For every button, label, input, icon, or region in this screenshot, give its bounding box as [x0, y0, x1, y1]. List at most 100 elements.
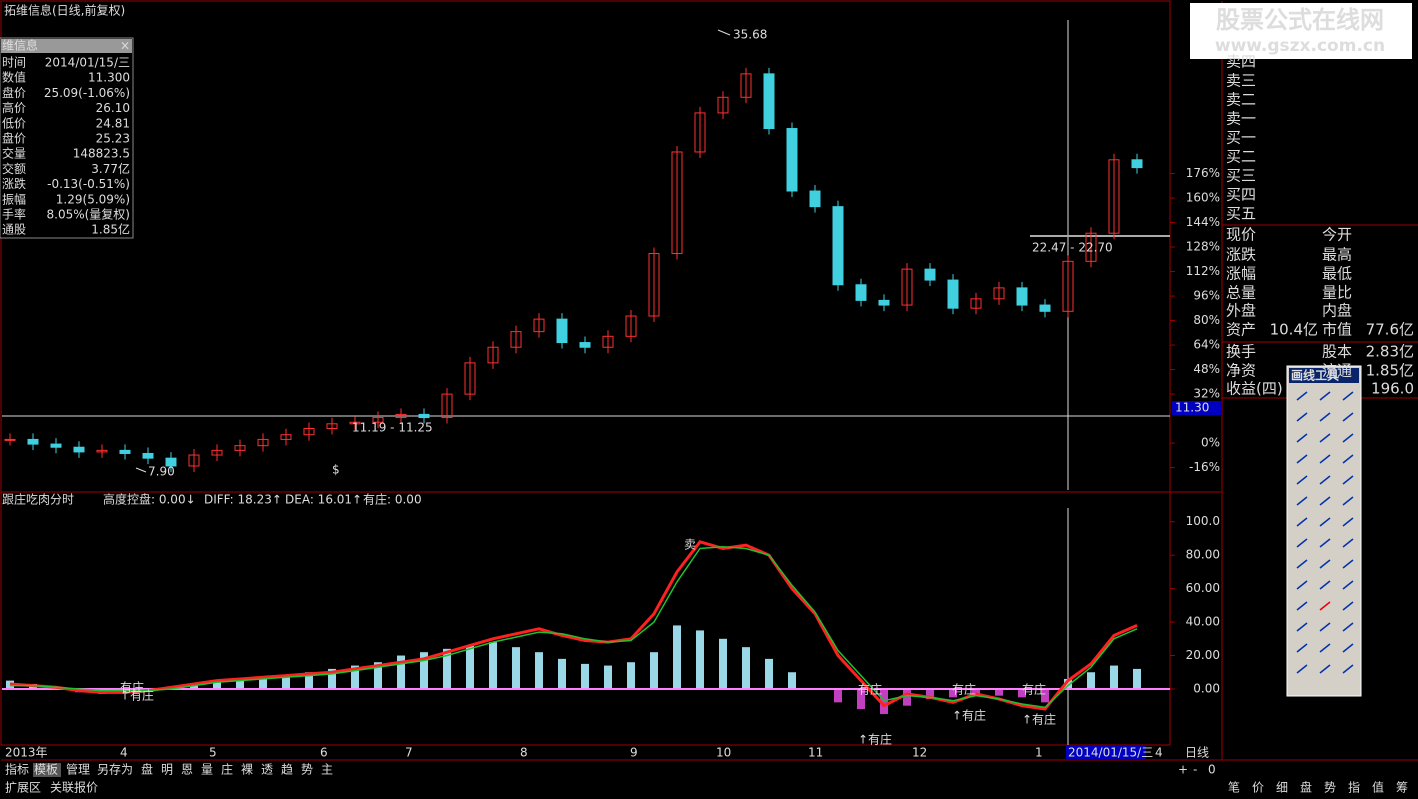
histogram-bar — [949, 688, 957, 698]
histogram-bar — [397, 655, 405, 689]
tool-icon — [1342, 580, 1354, 590]
cursor-box — [1172, 401, 1222, 415]
candle — [510, 331, 522, 348]
y2-tick-label: 80% — [1193, 313, 1220, 327]
frame — [0, 0, 1418, 761]
tab[interactable]: 盘 — [1300, 780, 1312, 795]
tab[interactable]: 管理 — [66, 762, 90, 777]
candle — [671, 151, 683, 255]
histogram-bar — [972, 688, 980, 696]
quote-stat: 1.85亿 — [1366, 362, 1414, 380]
tab[interactable]: 关联报价 — [50, 780, 98, 795]
info-title: 维信息 — [2, 38, 38, 53]
logo-url: www.gszx.com.cn — [1215, 36, 1385, 56]
histogram-bar — [1041, 688, 1049, 703]
tool-icon — [1319, 559, 1331, 569]
zoom-button[interactable]: + — [1178, 763, 1188, 777]
candle — [119, 449, 131, 454]
candle — [763, 73, 775, 130]
tool-icon — [1296, 412, 1308, 422]
candle — [832, 206, 844, 286]
tab[interactable]: 扩展区 — [5, 781, 41, 795]
candle — [901, 268, 913, 306]
candle — [487, 346, 499, 364]
x-tick-label: 5 — [209, 746, 217, 760]
quote-stat: 2.83亿 — [1366, 343, 1414, 361]
tool-icon — [1319, 664, 1331, 674]
histogram-bar — [834, 688, 842, 703]
tool-icon — [1319, 412, 1331, 422]
tab[interactable]: 筹 — [1396, 781, 1408, 795]
quote-stat: 流通 — [1322, 362, 1352, 380]
zoom-button[interactable]: - — [1193, 763, 1197, 777]
info-title-bar — [1, 39, 132, 53]
tool-icon — [1319, 643, 1331, 653]
histogram-bar — [719, 638, 727, 689]
candle — [533, 318, 545, 333]
y-tick-label: 80.00 — [1186, 548, 1220, 562]
info-label: 盘价 — [2, 131, 26, 146]
tab[interactable]: 盘 — [141, 762, 153, 777]
tab[interactable]: 趋 — [281, 763, 293, 777]
indicator-name: 跟庄吃肉分时 — [2, 492, 74, 507]
tab[interactable]: 值 — [1372, 780, 1384, 795]
x-tick-label: 6 — [320, 746, 328, 760]
close-icon[interactable]: × — [120, 39, 130, 53]
tab[interactable]: 价 — [1252, 781, 1264, 795]
tab[interactable]: 势 — [301, 763, 313, 777]
candle — [73, 446, 85, 453]
info-value: 1.29(5.09%) — [56, 192, 130, 206]
tool-title: 画线工具 — [1291, 368, 1339, 383]
candle — [648, 253, 660, 317]
tab[interactable]: 势 — [1324, 781, 1336, 795]
annotation: 有庄 — [120, 680, 144, 695]
tab[interactable]: 主 — [321, 763, 333, 777]
quote-stat: 最低 — [1322, 265, 1352, 283]
info-value: 26.10 — [96, 101, 130, 115]
tab[interactable]: 指 — [1348, 780, 1360, 795]
quote-stat: 最高 — [1322, 246, 1352, 264]
zoom-button[interactable]: 0 — [1208, 763, 1216, 777]
quote-stat: 股本 — [1322, 343, 1352, 361]
indicator-line — [9, 540, 1138, 711]
candle — [602, 335, 614, 348]
tool-icon — [1319, 496, 1331, 506]
tab[interactable]: 笔 — [1228, 780, 1240, 795]
tab[interactable]: 指标 — [5, 762, 29, 777]
tab[interactable]: 明 — [161, 763, 173, 777]
tab[interactable]: 另存为 — [97, 763, 133, 777]
histogram-bar — [351, 665, 359, 689]
tab[interactable]: 模板 — [34, 763, 58, 777]
tab[interactable]: 庄 — [221, 762, 233, 777]
tool-icon — [1296, 622, 1308, 632]
histogram-bar — [466, 645, 474, 689]
annotation: ↑有庄 — [120, 688, 154, 703]
legend-entry: DIFF: 18.23↑ — [204, 493, 282, 507]
histogram-bar — [443, 648, 451, 689]
tool-icon — [1296, 559, 1308, 569]
y2-tick-label: 0% — [1201, 436, 1220, 450]
candle — [1062, 260, 1074, 312]
info-value: 25.09(-1.06%) — [44, 86, 130, 100]
tool-icon — [1319, 601, 1331, 611]
candle — [579, 342, 591, 348]
annotation: ↑有庄 — [1022, 712, 1056, 727]
quote-stat: 现价 — [1226, 226, 1256, 244]
date-box — [1066, 746, 1146, 760]
x-tick-label: 9 — [630, 746, 638, 760]
tab[interactable]: 细 — [1276, 781, 1288, 795]
info-label: 交额 — [2, 161, 26, 176]
tab[interactable]: 透 — [261, 763, 273, 777]
tab[interactable]: 恩 — [181, 763, 193, 777]
range-label: 22.47 - 22.70 — [1032, 241, 1113, 255]
tab[interactable]: 裸 — [241, 762, 253, 777]
histogram-bar — [788, 672, 796, 689]
histogram-bar — [880, 688, 888, 715]
tab[interactable]: 量 — [201, 763, 213, 777]
quote-stat: 总量 — [1226, 284, 1256, 302]
x-tick-label: 10 — [716, 746, 731, 760]
quote-stat: 市值 — [1322, 321, 1352, 339]
candle — [1131, 159, 1143, 169]
